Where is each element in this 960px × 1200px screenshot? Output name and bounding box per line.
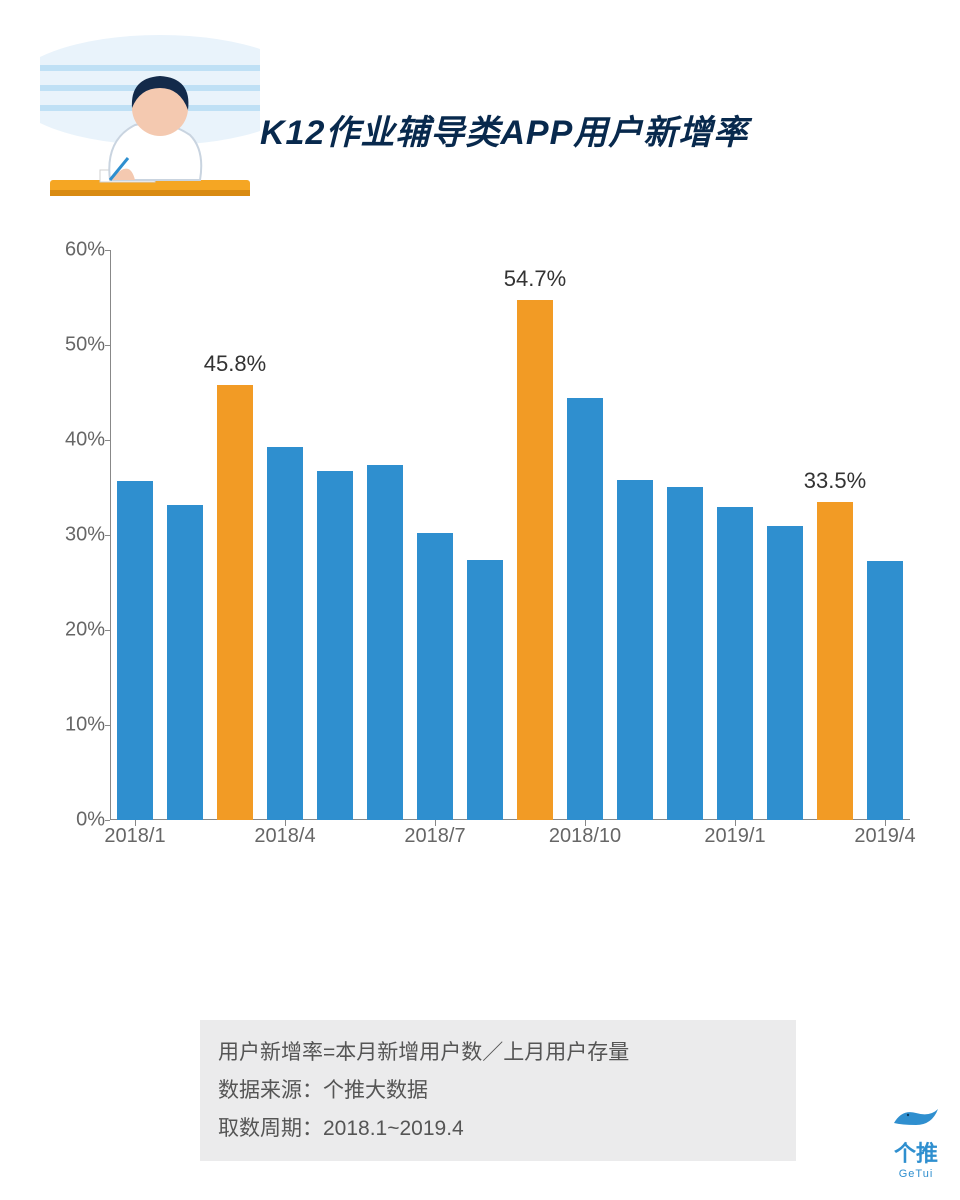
- y-tick-label: 40%: [45, 429, 105, 452]
- bar: [367, 465, 403, 820]
- logo-brand-text: 个推: [892, 1136, 940, 1168]
- bar: [767, 526, 803, 820]
- bar: [567, 398, 603, 820]
- x-tick-label: 2018/10: [549, 825, 621, 848]
- x-tick-label: 2018/7: [404, 825, 465, 848]
- getui-logo: 个推 GeTui: [892, 1101, 940, 1180]
- x-tick-label: 2019/1: [704, 825, 765, 848]
- bar-highlight: [217, 385, 253, 820]
- y-tick-label: 0%: [45, 809, 105, 832]
- bar: [617, 480, 653, 820]
- bar-value-label: 33.5%: [775, 468, 895, 494]
- y-tick-mark: [105, 440, 110, 441]
- bar: [717, 507, 753, 820]
- y-tick-label: 50%: [45, 334, 105, 357]
- y-tick-label: 10%: [45, 714, 105, 737]
- y-tick-mark: [105, 345, 110, 346]
- footnote-line: 取数周期：2018.1~2019.4: [218, 1110, 778, 1148]
- y-axis-line: [110, 250, 111, 820]
- bar: [467, 560, 503, 820]
- x-tick-label: 2018/4: [254, 825, 315, 848]
- y-tick-mark: [105, 630, 110, 631]
- bar: [167, 505, 203, 820]
- bar: [667, 487, 703, 820]
- bar: [117, 481, 153, 820]
- bar: [317, 471, 353, 820]
- header-illustration: [40, 30, 260, 210]
- logo-sub-text: GeTui: [892, 1168, 940, 1180]
- y-tick-label: 30%: [45, 524, 105, 547]
- footnote-line: 用户新增率=本月新增用户数／上月用户存量: [218, 1034, 778, 1072]
- y-tick-mark: [105, 820, 110, 821]
- bar-highlight: [817, 502, 853, 820]
- bar: [867, 561, 903, 820]
- bar-highlight: [517, 300, 553, 820]
- y-tick-label: 60%: [45, 239, 105, 262]
- footnote-line: 数据来源：个推大数据: [218, 1072, 778, 1110]
- y-tick-mark: [105, 535, 110, 536]
- bar: [267, 447, 303, 820]
- y-tick-mark: [105, 250, 110, 251]
- y-tick-label: 20%: [45, 619, 105, 642]
- bar-value-label: 45.8%: [175, 351, 295, 377]
- chart-title: K12作业辅导类APP用户新增率: [260, 105, 748, 154]
- footnote-box: 用户新增率=本月新增用户数／上月用户存量 数据来源：个推大数据 取数周期：201…: [200, 1020, 796, 1161]
- x-tick-label: 2019/4: [854, 825, 915, 848]
- y-tick-mark: [105, 725, 110, 726]
- x-tick-label: 2018/1: [104, 825, 165, 848]
- bar-chart: 0% 10% 20% 30% 40% 50% 60% 45.8% 54.7% 33.5% 2018…: [40, 230, 920, 870]
- bar-value-label: 54.7%: [475, 266, 595, 292]
- bar: [417, 533, 453, 820]
